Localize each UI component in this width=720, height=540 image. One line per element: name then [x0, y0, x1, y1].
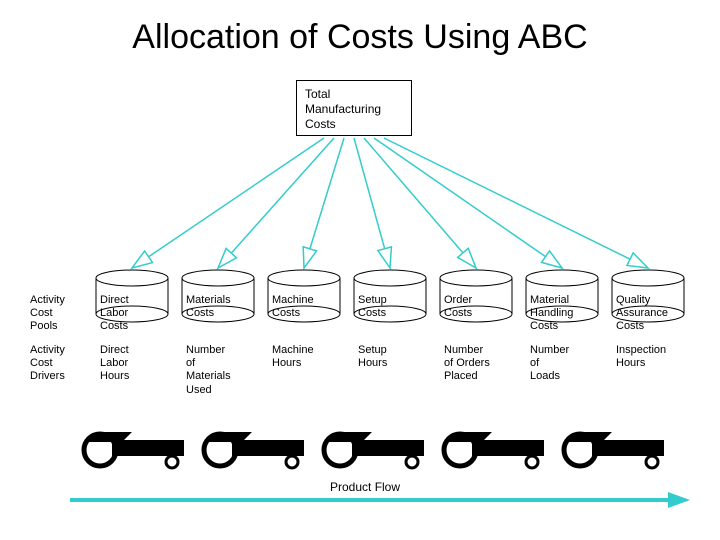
pool-label: QualityAssuranceCosts: [616, 294, 696, 334]
driver-label: DirectLaborHours: [100, 344, 180, 384]
driver-label: SetupHours: [358, 344, 438, 370]
pool-label: OrderCosts: [444, 294, 524, 320]
driver-label: NumberofLoads: [530, 344, 610, 384]
pool-label: MaterialsCosts: [186, 294, 266, 320]
driver-label: MachineHours: [272, 344, 352, 370]
pool-label: MaterialHandlingCosts: [530, 294, 610, 334]
pool-label: MachineCosts: [272, 294, 352, 320]
driver-label: Numberof OrdersPlaced: [444, 344, 524, 384]
row-label-pools: ActivityCostPools: [30, 294, 85, 334]
driver-label: NumberofMaterialsUsed: [186, 344, 266, 397]
product-flow-label: Product Flow: [330, 480, 400, 494]
row-label-drivers: ActivityCostDrivers: [30, 344, 85, 384]
driver-label: InspectionHours: [616, 344, 696, 370]
pool-label: SetupCosts: [358, 294, 438, 320]
pool-label: DirectLaborCosts: [100, 294, 180, 334]
total-costs-box: TotalManufacturingCosts: [296, 80, 412, 136]
